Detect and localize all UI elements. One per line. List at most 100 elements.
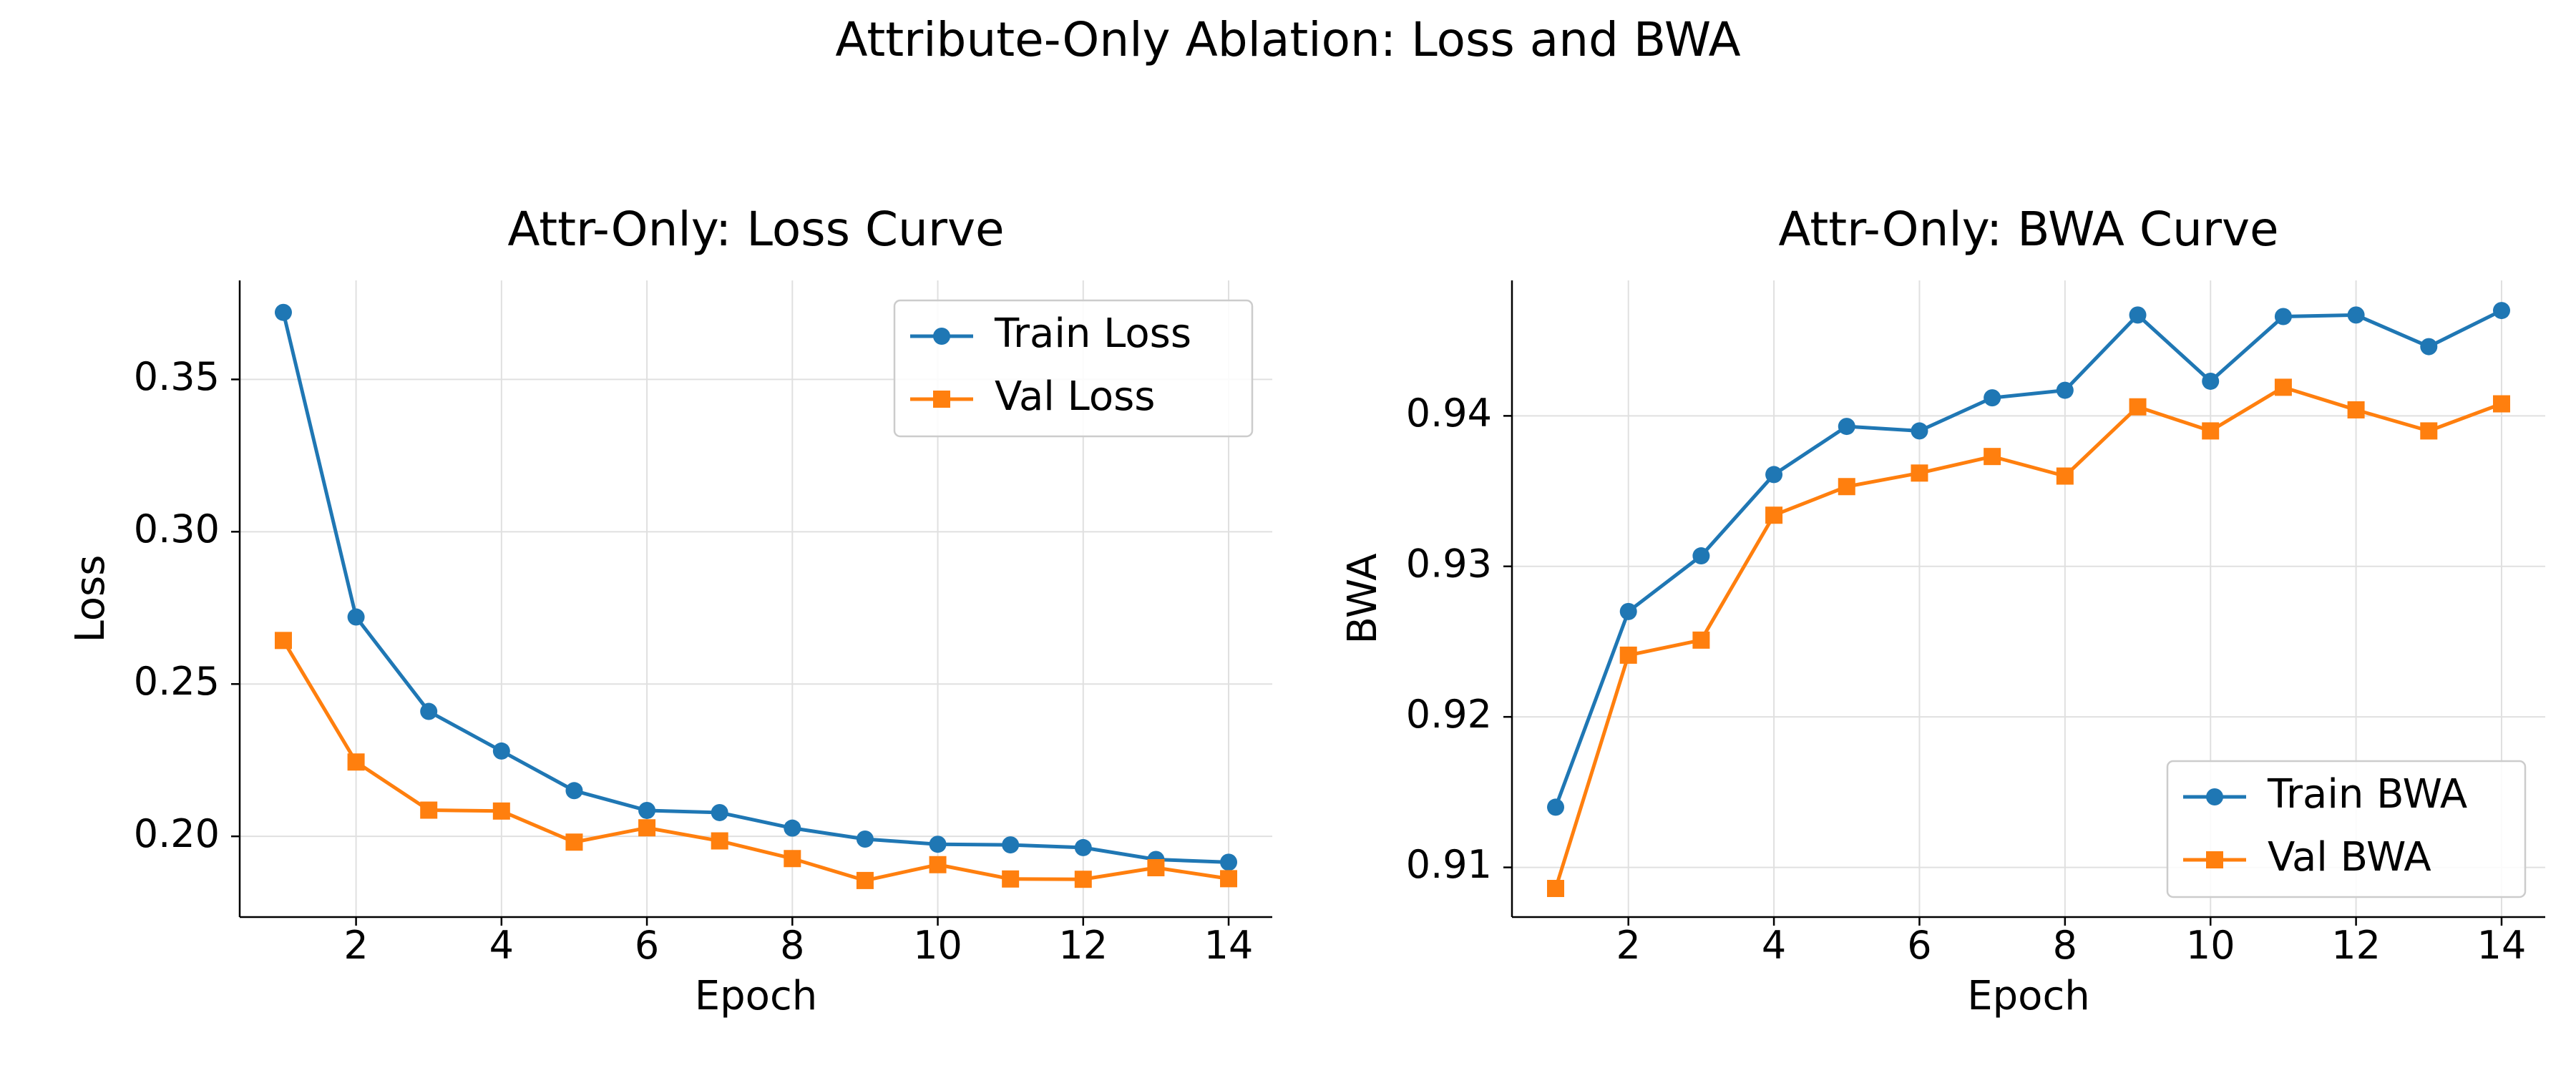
chart-1-series-val-loss-point-13: [1147, 859, 1165, 877]
chart-2-series-train-bwa-point-9: [2129, 306, 2147, 324]
chart-1-x-tick-label-12: 12: [1058, 923, 1108, 968]
chart-2-legend-entry-train-bwa-label: Train BWA: [2267, 771, 2467, 818]
chart-2-series-val-bwa-point-5: [1838, 478, 1855, 496]
chart-1-series-val-loss-point-4: [492, 802, 510, 820]
chart-1-y-axis-label: Loss: [67, 555, 114, 643]
chart-2-legend-entry-val-bwa-label: Val BWA: [2268, 834, 2431, 881]
chart-2-x-tick-label-2: 2: [1616, 923, 1641, 968]
chart-2-series-val-bwa-point-13: [2420, 422, 2438, 440]
chart-2-legend: Train BWA Val BWA: [2166, 760, 2527, 898]
chart-1-series-val-loss-point-5: [565, 833, 583, 851]
chart-2-series-val-bwa-point-14: [2492, 395, 2510, 413]
chart-1-series-train-loss-point-14: [1220, 853, 1238, 871]
chart-2-series-train-bwa-point-4: [1765, 466, 1783, 484]
chart-2-y-axis-label: BWA: [1340, 553, 1386, 644]
chart-1-x-tick-label-14: 14: [1204, 923, 1254, 968]
chart-2-series-val-bwa-point-8: [2056, 467, 2074, 485]
chart-1-x-tick-label-10: 10: [913, 923, 962, 968]
chart-2-y-tick-label-1: 0.92: [1406, 692, 1492, 737]
chart-2-series-val-bwa-point-10: [2202, 422, 2220, 440]
chart-2-series-train-bwa-point-1: [1547, 798, 1565, 816]
figure-title: Attribute-Only Ablation: Loss and BWA: [835, 12, 1740, 67]
chart-2-series-val-bwa-point-11: [2274, 378, 2292, 396]
chart-2-x-tick-label-6: 6: [1907, 923, 1931, 968]
chart-1-series-train-loss-point-7: [711, 803, 728, 821]
chart-1-series-val-loss-point-11: [1002, 870, 1020, 888]
chart-1-series-val-loss-point-14: [1220, 870, 1238, 888]
chart-2-series-train-bwa-point-8: [2056, 381, 2074, 399]
chart-1-legend-entry-val-loss-label: Val Loss: [995, 373, 1155, 420]
chart-1-series-train-loss-point-8: [784, 819, 801, 837]
chart-2-x-tick-label-10: 10: [2186, 923, 2235, 968]
chart-2-legend-entry-train-bwa-marker: [2206, 788, 2223, 805]
chart-2-series-val-bwa-point-3: [1692, 631, 1710, 649]
chart-1-legend-entry-train-loss-marker: [933, 328, 950, 345]
chart-2-series-val-bwa-point-4: [1765, 506, 1783, 524]
chart-1-x-axis-label: Epoch: [695, 973, 817, 1019]
chart-1-series-val-loss-point-1: [274, 632, 292, 650]
chart-1-y-tick-label-1: 0.25: [134, 659, 220, 704]
chart-1-y-tick-label-0: 0.20: [134, 811, 220, 856]
chart-1-series-val-loss-point-3: [420, 801, 438, 819]
chart-1-x-tick-label-4: 4: [489, 923, 514, 968]
chart-1-legend: Train Loss Val Loss: [893, 299, 1254, 438]
chart-2-legend-entry-val-bwa-marker: [2206, 851, 2223, 868]
chart-1-series-val-loss-point-10: [929, 856, 947, 873]
chart-2-series-train-bwa-point-3: [1692, 547, 1710, 565]
chart-2-y-tick-label-2: 0.93: [1406, 541, 1492, 586]
chart-2-x-tick-label-14: 14: [2477, 923, 2527, 968]
chart-1-series-val-loss-point-6: [638, 819, 656, 837]
chart-1-series-train-loss-point-1: [274, 303, 292, 321]
chart-2-series-val-bwa-point-2: [1619, 646, 1637, 664]
chart-2-series-train-bwa-point-13: [2420, 338, 2438, 356]
chart-1-y-tick-label-2: 0.30: [134, 506, 220, 552]
chart-1-legend-entry-val-loss-marker: [933, 391, 950, 408]
chart-1-series-train-loss-point-12: [1074, 838, 1092, 856]
chart-1-series-train-loss-point-4: [492, 742, 510, 760]
chart-2-series-train-bwa-point-12: [2347, 306, 2365, 324]
chart-2-series-val-bwa-point-12: [2347, 401, 2365, 418]
chart-1-series-val-loss-line: [281, 640, 1229, 883]
chart-2-y-tick-label-3: 0.94: [1406, 391, 1492, 436]
bwa-chart-panel: 2 4 6 8 10 12 14 0.91 0.92 0.93 0.94 Attr-Only: BWA…: [1340, 202, 2545, 1019]
chart-2-series-val-bwa-point-6: [1911, 464, 1928, 482]
chart-1-series-val-loss-point-7: [711, 832, 728, 850]
chart-2-x-tick-label-8: 8: [2053, 923, 2077, 968]
chart-1-title: Attr-Only: Loss Curve: [507, 202, 1004, 257]
chart-1-series-train-loss-line: [281, 312, 1229, 864]
chart-2-legend-box: [2166, 760, 2527, 898]
chart-2-series-train-bwa-point-6: [1911, 422, 1928, 440]
chart-1-series-val-loss-point-2: [347, 753, 365, 771]
chart-2-y-tick-label-0: 0.91: [1406, 842, 1492, 887]
chart-2-series-train-bwa-point-7: [1984, 389, 2001, 407]
chart-1-y-tick-label-3: 0.35: [134, 354, 220, 399]
chart-2-x-tick-label-12: 12: [2331, 923, 2381, 968]
chart-2-series-val-bwa-point-9: [2129, 398, 2147, 416]
chart-1-x-tick-label-6: 6: [635, 923, 659, 968]
chart-1-series-val-loss-point-8: [784, 850, 801, 868]
chart-1-series-train-loss-point-9: [856, 830, 874, 848]
chart-2-series-val-bwa-line: [1553, 385, 2502, 889]
chart-2-series-train-bwa-point-14: [2492, 302, 2510, 320]
chart-2-series-train-bwa-point-5: [1838, 418, 1855, 436]
chart-1-series-train-loss-point-5: [565, 782, 583, 800]
chart-1-series-val-loss-point-9: [856, 871, 874, 889]
chart-2-x-axis-label: Epoch: [1967, 973, 2089, 1019]
chart-1-series-train-loss-point-10: [929, 836, 947, 853]
chart-2-series-val-bwa-point-7: [1984, 448, 2001, 466]
chart-1-legend-box: [893, 299, 1254, 438]
chart-1-series-train-loss-point-2: [347, 608, 365, 626]
chart-1-series-train-loss-point-6: [638, 801, 656, 819]
chart-2-series-train-bwa-point-11: [2274, 308, 2292, 325]
chart-1-legend-entry-train-loss-label: Train Loss: [994, 310, 1191, 357]
loss-chart-panel: 2 4 6 8 10 12 14 0.20 0.25 0.30 0.35 Attr-Only: Los…: [67, 202, 1272, 1019]
chart-1-series-train-loss-point-3: [420, 702, 438, 720]
chart-2-series-train-bwa-point-2: [1619, 602, 1637, 620]
chart-2-series-val-bwa-point-1: [1547, 880, 1565, 898]
chart-2-series-train-bwa-line: [1553, 308, 2503, 808]
chart-2-title: Attr-Only: BWA Curve: [1778, 202, 2278, 257]
chart-1-x-tick-label-2: 2: [343, 923, 368, 968]
chart-2-series-train-bwa-point-10: [2202, 372, 2220, 390]
chart-1-series-train-loss-point-11: [1002, 836, 1020, 854]
